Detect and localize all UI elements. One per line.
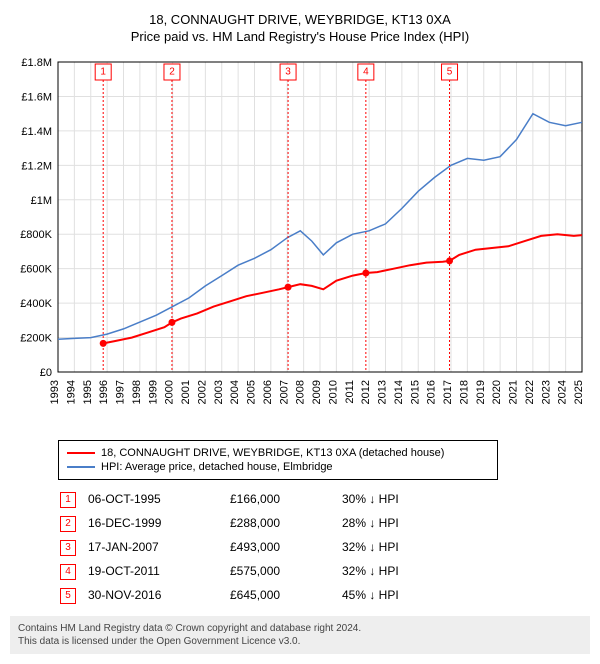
sale-price: £575,000 [230,560,340,582]
svg-text:1993: 1993 [49,380,61,404]
sale-marker-icon: 3 [60,540,76,556]
page-title: 18, CONNAUGHT DRIVE, WEYBRIDGE, KT13 0XA [10,12,590,27]
svg-text:1994: 1994 [65,380,77,404]
footer-licence: Contains HM Land Registry data © Crown c… [10,616,590,654]
legend-swatch [67,452,95,454]
svg-text:1999: 1999 [147,380,159,404]
svg-text:2022: 2022 [524,380,536,404]
svg-text:£0: £0 [40,367,52,379]
svg-text:1: 1 [100,67,106,78]
svg-text:£1.2M: £1.2M [21,160,52,172]
svg-text:2014: 2014 [393,380,405,404]
svg-text:£1.8M: £1.8M [21,57,52,69]
legend-row: 18, CONNAUGHT DRIVE, WEYBRIDGE, KT13 0XA… [67,447,489,459]
svg-text:2015: 2015 [409,380,421,404]
svg-text:2019: 2019 [475,380,487,404]
svg-text:2006: 2006 [262,380,274,404]
svg-text:2: 2 [169,67,175,78]
svg-text:2011: 2011 [344,380,356,404]
svg-text:1996: 1996 [98,380,110,404]
svg-text:2001: 2001 [180,380,192,404]
svg-text:3: 3 [285,67,291,78]
svg-text:2023: 2023 [540,380,552,404]
svg-text:2012: 2012 [360,380,372,404]
svg-text:£1M: £1M [31,195,52,207]
sale-price: £288,000 [230,512,340,534]
svg-text:4: 4 [363,67,369,78]
sale-price: £645,000 [230,584,340,606]
legend: 18, CONNAUGHT DRIVE, WEYBRIDGE, KT13 0XA… [58,440,498,480]
chart-container: £0 £200K £400K £600K £800K £1M £1.2M £1.4M £1.6M… [10,52,590,432]
sale-date: 16-DEC-1999 [88,512,228,534]
svg-text:2004: 2004 [229,380,241,404]
svg-text:2008: 2008 [295,380,307,404]
sales-table: 1 06-OCT-1995£166,00030% ↓ HPI 2 16-DEC-199… [58,486,411,608]
price-chart: £0 £200K £400K £600K £800K £1M £1.2M £1.4M £1.6M… [10,52,590,432]
sale-marker-icon: 1 [60,492,76,508]
legend-row: HPI: Average price, detached house, Elmb… [67,461,489,473]
svg-text:2010: 2010 [327,380,339,404]
sale-marker-icon: 2 [60,516,76,532]
svg-text:2005: 2005 [246,380,258,404]
svg-text:2007: 2007 [278,380,290,404]
svg-text:1998: 1998 [131,380,143,404]
table-row: 4 19-OCT-2011£575,00032% ↓ HPI [60,560,409,582]
svg-text:£600K: £600K [20,264,52,276]
svg-text:2017: 2017 [442,380,454,404]
legend-swatch [67,466,95,468]
svg-text:2016: 2016 [426,380,438,404]
sale-price: £166,000 [230,488,340,510]
sale-date: 17-JAN-2007 [88,536,228,558]
sale-diff: 45% ↓ HPI [342,584,409,606]
legend-label: HPI: Average price, detached house, Elmb… [101,461,333,473]
svg-text:5: 5 [447,67,453,78]
svg-text:2018: 2018 [458,380,470,404]
sale-marker-icon: 4 [60,564,76,580]
svg-text:£1.6M: £1.6M [21,91,52,103]
sale-diff: 32% ↓ HPI [342,536,409,558]
svg-text:2025: 2025 [573,380,585,404]
sale-marker-icon: 5 [60,588,76,604]
sale-diff: 32% ↓ HPI [342,560,409,582]
sale-date: 06-OCT-1995 [88,488,228,510]
svg-text:2009: 2009 [311,380,323,404]
footer-line-2: This data is licensed under the Open Gov… [18,635,582,648]
sale-price: £493,000 [230,536,340,558]
legend-label: 18, CONNAUGHT DRIVE, WEYBRIDGE, KT13 0XA… [101,447,444,459]
svg-text:1995: 1995 [82,380,94,404]
svg-text:£400K: £400K [20,298,52,310]
svg-text:1997: 1997 [115,380,127,404]
table-row: 3 17-JAN-2007£493,00032% ↓ HPI [60,536,409,558]
page-subtitle: Price paid vs. HM Land Registry's House … [10,29,590,44]
svg-text:2000: 2000 [164,380,176,404]
svg-text:£1.4M: £1.4M [21,126,52,138]
table-row: 1 06-OCT-1995£166,00030% ↓ HPI [60,488,409,510]
svg-text:£800K: £800K [20,229,52,241]
sale-date: 19-OCT-2011 [88,560,228,582]
table-row: 2 16-DEC-1999£288,00028% ↓ HPI [60,512,409,534]
svg-text:2003: 2003 [213,380,225,404]
table-row: 5 30-NOV-2016£645,00045% ↓ HPI [60,584,409,606]
svg-text:2013: 2013 [377,380,389,404]
svg-text:£200K: £200K [20,333,52,345]
sale-diff: 28% ↓ HPI [342,512,409,534]
sale-diff: 30% ↓ HPI [342,488,409,510]
svg-text:2024: 2024 [557,380,569,404]
svg-text:2021: 2021 [508,380,520,404]
svg-text:2020: 2020 [491,380,503,404]
svg-text:2002: 2002 [196,380,208,404]
sale-date: 30-NOV-2016 [88,584,228,606]
footer-line-1: Contains HM Land Registry data © Crown c… [18,622,582,635]
